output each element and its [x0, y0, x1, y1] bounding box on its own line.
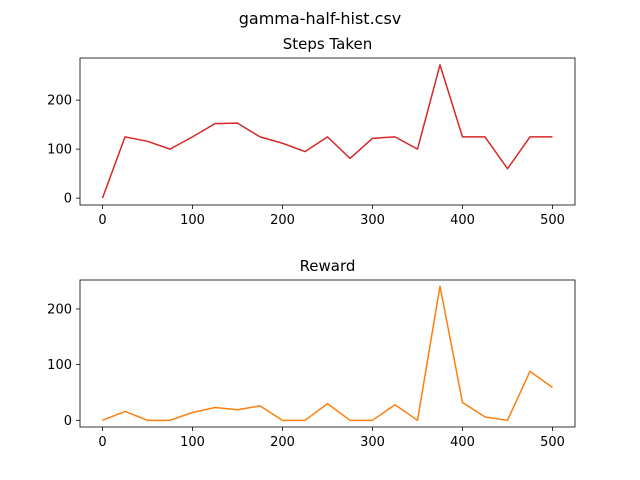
- reward-series-line-0: [102, 285, 553, 422]
- reward-y-tick-label: 200: [47, 302, 72, 317]
- chart-title-steps-taken: Steps Taken: [283, 35, 373, 53]
- chart-title-reward: Reward: [300, 257, 356, 275]
- reward-x-tick-label: 500: [540, 435, 565, 450]
- reward-y-tick-label: 100: [47, 358, 72, 373]
- reward-x-tick-label: 0: [98, 435, 106, 450]
- chart-reward: Reward 0 100 200 300 400 500 0 100 200: [47, 257, 576, 450]
- steps-taken-y-tick-label: 200: [47, 94, 72, 109]
- steps-taken-x-tick-label: 300: [360, 213, 385, 228]
- steps-taken-y-tick-label: 0: [64, 192, 72, 207]
- steps-taken-series-line-0: [101, 64, 553, 199]
- steps-taken-y-tick-label: 100: [47, 143, 72, 158]
- figure-title: gamma-half-hist.csv: [239, 9, 402, 28]
- steps-taken-x-tick-label: 500: [540, 213, 565, 228]
- chart-steps-taken: Steps Taken 0 100 200 300 400 500 0 100 200: [47, 35, 576, 228]
- reward-x-tick-label: 300: [360, 435, 385, 450]
- steps-taken-x-tick-label: 0: [98, 213, 106, 228]
- reward-y-tick-label: 0: [64, 414, 72, 429]
- reward-axes-frame: [79, 279, 576, 428]
- reward-x-tick-label: 400: [450, 435, 475, 450]
- reward-x-tick-label: 100: [180, 435, 205, 450]
- reward-x-tick-label: 200: [270, 435, 295, 450]
- steps-taken-x-tick-label: 200: [270, 213, 295, 228]
- steps-taken-axes-frame: [79, 57, 576, 206]
- steps-taken-x-tick-label: 400: [450, 213, 475, 228]
- steps-taken-x-tick-label: 100: [180, 213, 205, 228]
